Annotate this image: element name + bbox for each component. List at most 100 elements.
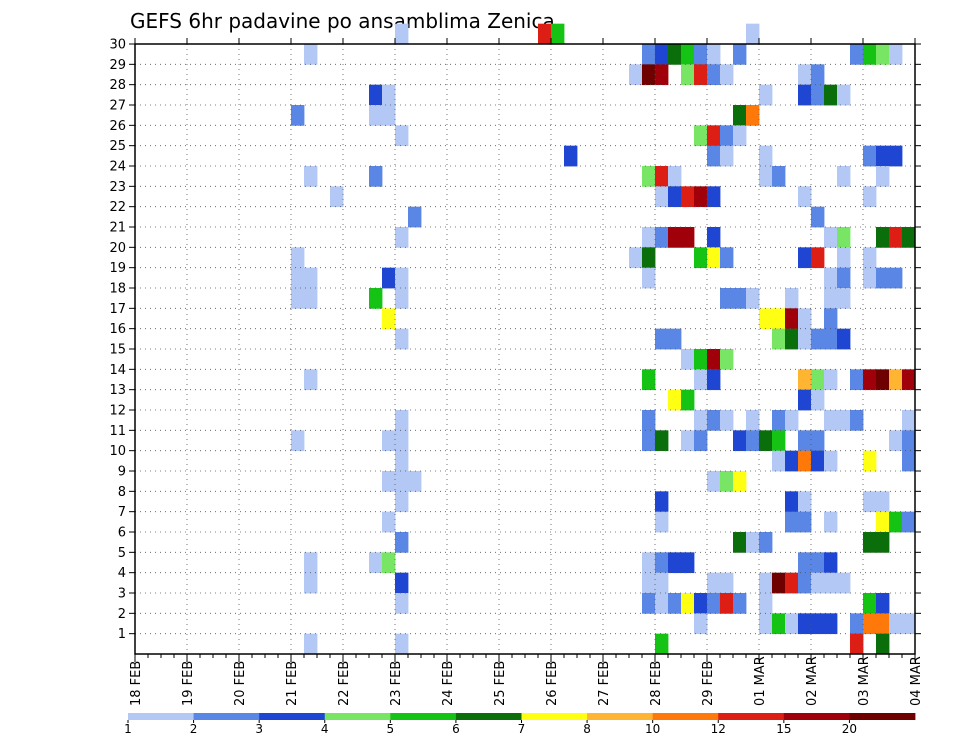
- heatmap-cell: [850, 410, 864, 431]
- y-tick-label: 26: [109, 119, 126, 134]
- heatmap-cell: [733, 288, 747, 309]
- heatmap-cell: [876, 227, 890, 248]
- heatmap-cell: [395, 450, 409, 472]
- colorbar-label: 5: [387, 722, 395, 736]
- heatmap-cell: [707, 410, 721, 431]
- heatmap-cell: [824, 267, 838, 289]
- heatmap-cell: [538, 23, 552, 45]
- colorbar-swatch: [324, 713, 391, 720]
- colorbar-label: 12: [711, 722, 726, 736]
- heatmap-cell: [785, 511, 799, 533]
- heatmap-cell: [824, 288, 838, 309]
- heatmap-cell: [694, 64, 708, 86]
- heatmap-cell: [395, 532, 409, 553]
- y-tick-label: 16: [109, 322, 126, 337]
- colorbar-swatch: [259, 713, 326, 720]
- heatmap-cell: [798, 491, 812, 513]
- y-tick-label: 2: [118, 607, 126, 622]
- y-tick-label: 25: [109, 139, 126, 154]
- colorbar-swatch: [128, 713, 194, 720]
- colorbar-label: 20: [842, 722, 857, 736]
- heatmap-cell: [395, 572, 409, 594]
- x-tick-label: 19 FEB: [181, 661, 196, 706]
- heatmap-cell: [707, 186, 721, 208]
- colorbar-swatch: [652, 713, 719, 720]
- colorbar-swatch: [521, 713, 588, 720]
- heatmap-cell: [772, 308, 786, 330]
- heatmap-cell: [304, 267, 318, 289]
- heatmap-cell: [772, 450, 786, 472]
- heatmap-cell: [369, 105, 383, 126]
- heatmap-cell: [642, 572, 656, 594]
- y-tick-label: 7: [118, 505, 126, 520]
- heatmap-cell: [824, 410, 838, 431]
- heatmap-cell: [876, 593, 890, 614]
- heatmap-cell: [694, 613, 708, 635]
- heatmap-cell: [811, 613, 825, 635]
- heatmap-cell: [681, 186, 695, 208]
- heatmap-cell: [746, 532, 760, 553]
- colorbar-swatch: [390, 713, 457, 720]
- heatmap-cell: [876, 369, 890, 391]
- heatmap-cell: [837, 247, 851, 269]
- heatmap-cell: [824, 511, 838, 533]
- heatmap-cell: [811, 552, 825, 574]
- x-tick-label: 03 MAR: [857, 656, 872, 706]
- heatmap-cell: [759, 308, 773, 330]
- heatmap-cell: [876, 613, 890, 635]
- heatmap-cell: [876, 44, 890, 65]
- x-tick-label: 26 FEB: [545, 661, 560, 706]
- heatmap-cell: [720, 572, 734, 594]
- x-tick-label: 18 FEB: [129, 661, 144, 706]
- heatmap-cell: [785, 491, 799, 513]
- heatmap-cell: [811, 206, 825, 228]
- heatmap-cell: [642, 247, 656, 269]
- heatmap-cell: [655, 166, 669, 187]
- heatmap-cell: [863, 613, 877, 635]
- y-tick-label: 10: [109, 444, 126, 459]
- heatmap-cell: [798, 369, 812, 391]
- heatmap-cell: [759, 145, 773, 167]
- heatmap-cell: [642, 369, 656, 391]
- heatmap-cell: [681, 430, 695, 452]
- heatmap-cell: [759, 430, 773, 452]
- heatmap-cell: [785, 308, 799, 330]
- heatmap-cell: [668, 593, 682, 614]
- heatmap-cell: [902, 369, 916, 391]
- heatmap-cell: [733, 593, 747, 614]
- heatmap-cell: [382, 84, 396, 106]
- heatmap-cell: [876, 532, 890, 553]
- heatmap-cell: [655, 511, 669, 533]
- heatmap-cell: [876, 267, 890, 289]
- heatmap-cell: [798, 64, 812, 86]
- heatmap-cell: [772, 410, 786, 431]
- heatmap-cell: [694, 44, 708, 65]
- colorbar-swatch: [193, 713, 260, 720]
- heatmap-cell: [655, 430, 669, 452]
- heatmap-cell: [798, 511, 812, 533]
- heatmap-cell: [681, 389, 695, 411]
- heatmap-cell: [395, 471, 409, 492]
- heatmap-cell: [863, 247, 877, 269]
- heatmap-cell: [733, 44, 747, 65]
- heatmap-cell: [863, 369, 877, 391]
- heatmap-cell: [681, 552, 695, 574]
- heatmap-cell: [655, 186, 669, 208]
- heatmap-cell: [395, 430, 409, 452]
- heatmap-cell: [720, 64, 734, 86]
- plot-frame: [134, 43, 916, 655]
- heatmap-cell: [746, 288, 760, 309]
- x-tick-label: 28 FEB: [649, 661, 664, 706]
- colorbar-swatch: [783, 713, 850, 720]
- heatmap-cell: [720, 288, 734, 309]
- heatmap-cell: [798, 84, 812, 106]
- x-tick-label: 27 FEB: [597, 661, 612, 706]
- heatmap-cell: [876, 145, 890, 167]
- heatmap-cell: [811, 450, 825, 472]
- heatmap-cell: [863, 593, 877, 614]
- heatmap-cell: [811, 328, 825, 350]
- heatmap-cell: [902, 410, 916, 431]
- heatmap-cell: [681, 227, 695, 248]
- heatmap-cell: [720, 471, 734, 492]
- heatmap-cell: [551, 23, 565, 45]
